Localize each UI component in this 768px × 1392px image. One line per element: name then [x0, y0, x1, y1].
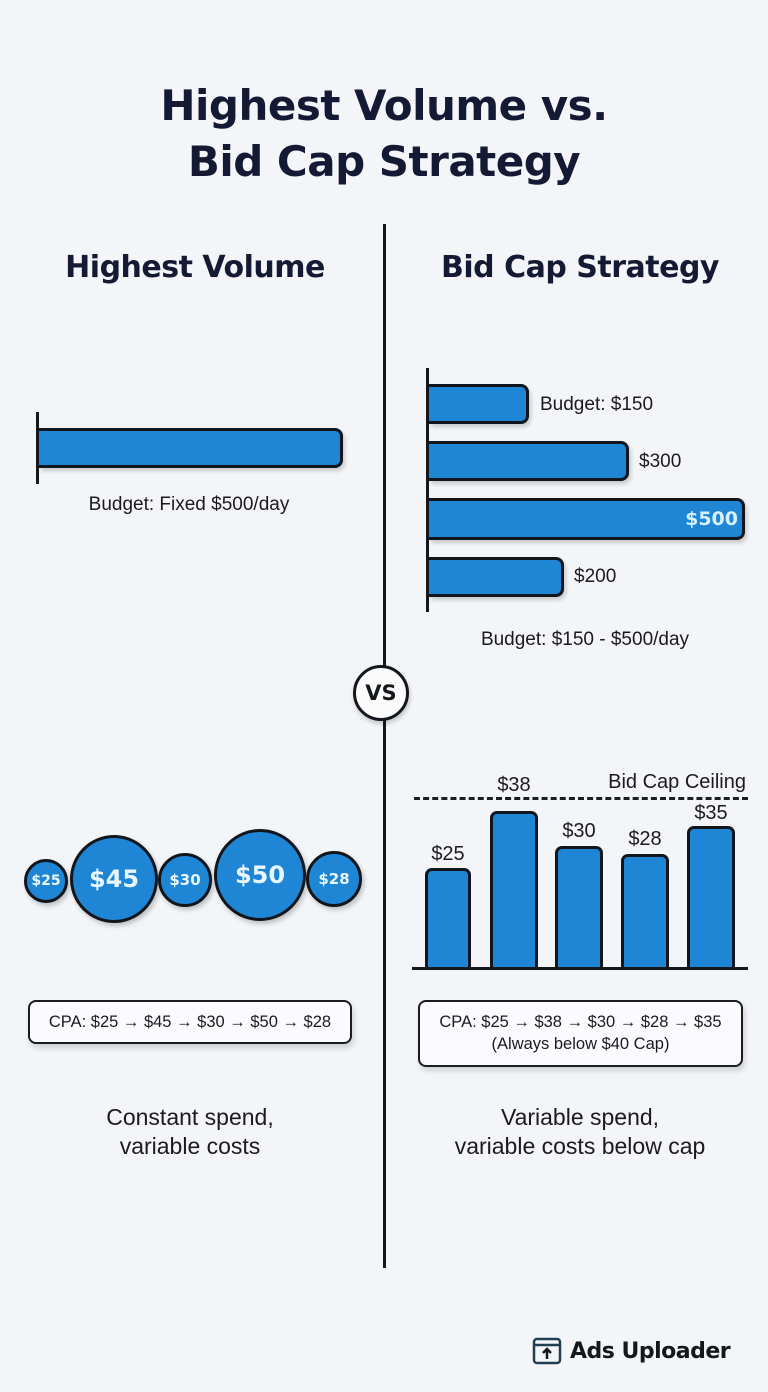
budget-bar-200	[429, 557, 564, 597]
brand-name: Ads Uploader	[570, 1338, 731, 1364]
left-column-title: Highest Volume	[65, 250, 325, 285]
cpa-bar-label-2: $38	[497, 774, 531, 796]
budget-bar-label-500: $500	[685, 508, 738, 530]
cpa-bubble-2: $45	[70, 835, 158, 923]
budget-bar-500	[429, 498, 745, 540]
title-line-1: Highest Volume vs.	[160, 81, 608, 130]
left-cpa-bubbles: $25 $45 $30 $50 $28	[24, 829, 364, 925]
right-budget-axis	[426, 368, 429, 612]
budget-bar-label-200: $200	[574, 566, 617, 587]
cpa-chart-baseline	[412, 967, 748, 970]
cpa-bubble-5: $28	[306, 851, 362, 907]
cpa-bar-label-3: $30	[562, 820, 596, 842]
title-line-2: Bid Cap Strategy	[187, 137, 581, 186]
right-cpa-box: CPA: $25 → $38 → $30 → $28 → $35 (Always…	[418, 1000, 743, 1067]
budget-bar-150	[429, 384, 529, 424]
budget-bar-300	[429, 441, 629, 481]
budget-bar-label-150: Budget: $150	[540, 394, 654, 415]
fixed-budget-bar	[39, 428, 343, 468]
cpa-bar-3	[555, 846, 603, 968]
right-summary-line-2: variable costs below cap	[454, 1133, 706, 1159]
vs-badge: VS	[353, 665, 409, 721]
cpa-bar-2	[490, 811, 538, 968]
upload-box-icon	[532, 1337, 562, 1365]
cpa-bar-label-1: $25	[431, 843, 465, 865]
left-cpa-box: CPA: $25 → $45 → $30 → $50 → $28	[28, 1000, 352, 1044]
brand-logo: Ads Uploader	[532, 1336, 731, 1366]
page-title: Highest Volume vs. Bid Cap Strategy	[0, 78, 768, 190]
cpa-bubble-3: $30	[158, 853, 212, 907]
cpa-bar-4	[621, 854, 669, 968]
right-summary: Variable spend, variable costs below cap	[410, 1103, 750, 1161]
left-summary-line-2: variable costs	[119, 1133, 261, 1159]
bid-cap-ceiling-label: Bid Cap Ceiling	[608, 771, 746, 793]
budget-bar-label-300: $300	[639, 451, 682, 472]
bid-cap-ceiling-line	[414, 797, 748, 800]
left-summary: Constant spend, variable costs	[20, 1103, 360, 1161]
cpa-bubble-1: $25	[24, 859, 68, 903]
cpa-bubble-4: $50	[214, 829, 306, 921]
left-cpa-text: CPA: $25 → $45 → $30 → $50 → $28	[48, 1013, 332, 1031]
right-column-title: Bid Cap Strategy	[441, 250, 719, 285]
left-budget-axis	[36, 412, 39, 484]
left-budget-label: Budget: Fixed $500/day	[88, 494, 290, 515]
center-divider	[383, 224, 386, 1268]
cpa-bar-label-4: $28	[628, 828, 662, 850]
right-budget-label: Budget: $150 - $500/day	[480, 629, 690, 650]
cpa-bar-label-5: $35	[694, 802, 728, 824]
right-summary-line-1: Variable spend,	[500, 1104, 660, 1130]
cpa-bar-5	[687, 826, 735, 968]
cpa-bar-1	[425, 868, 471, 968]
left-summary-line-1: Constant spend,	[106, 1104, 274, 1130]
right-cpa-note: (Always below $40 Cap)	[491, 1035, 670, 1053]
right-cpa-text: CPA: $25 → $38 → $30 → $28 → $35	[439, 1013, 722, 1031]
